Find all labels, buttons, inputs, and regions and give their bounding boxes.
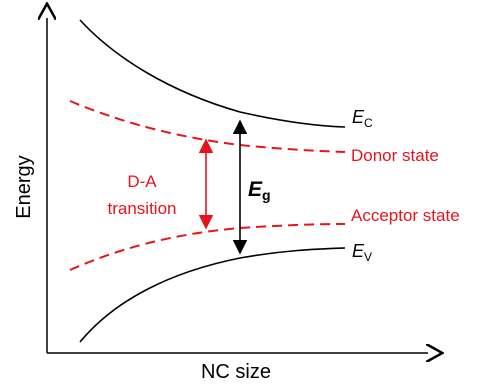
donor-state-label: Donor state [351, 146, 439, 165]
valence-band-label: EV [352, 241, 372, 264]
valence-band-subscript: V [364, 250, 372, 264]
donor-state-curve [69, 100, 346, 153]
acceptor-state-label: Acceptor state [351, 206, 460, 225]
da-transition-label-line2: transition [108, 199, 177, 218]
conduction-band-curve [79, 19, 346, 128]
band-gap-label: Eg [248, 178, 271, 203]
band-gap-symbol: E [248, 178, 263, 201]
y-axis-label: Energy [13, 155, 35, 218]
band-gap-subscript: g [262, 187, 271, 203]
acceptor-state-curve [69, 223, 346, 271]
x-axis-label: NC size [201, 361, 271, 383]
da-transition-label-line1: D-A [127, 172, 157, 191]
conduction-band-label: EC [352, 107, 373, 130]
conduction-band-subscript: C [364, 116, 373, 130]
valence-band-curve [79, 247, 346, 343]
valence-band-symbol: E [352, 241, 365, 261]
conduction-band-symbol: E [352, 107, 365, 127]
